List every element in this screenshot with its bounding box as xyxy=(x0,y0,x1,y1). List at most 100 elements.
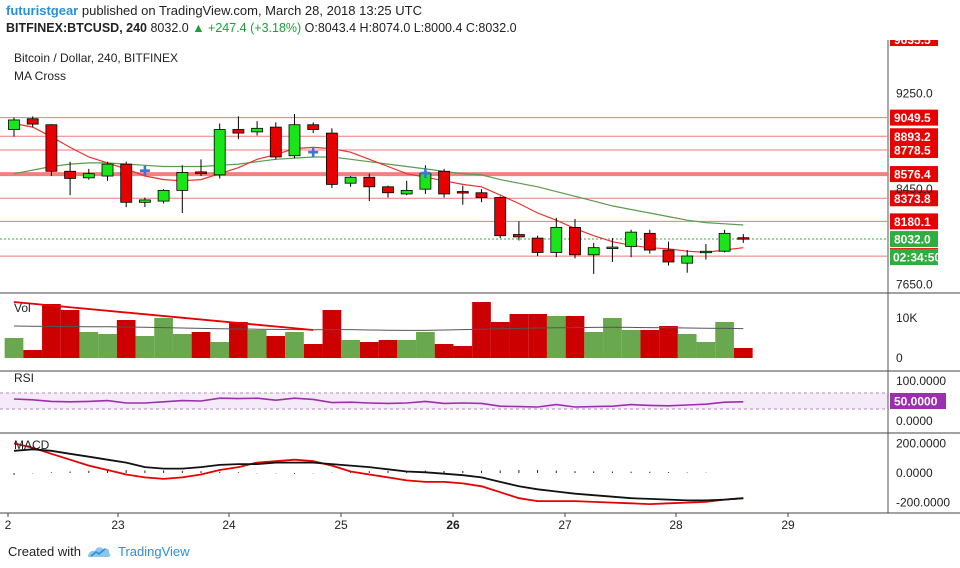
candle-up xyxy=(700,250,712,254)
level-tag-label: 8576.4 xyxy=(894,168,931,182)
volume-pane[interactable]: 10K 0 xyxy=(4,301,918,365)
candle-down xyxy=(662,249,675,263)
candle-down xyxy=(195,171,207,175)
volume-bar xyxy=(4,338,24,358)
volume-bar xyxy=(397,340,417,358)
price-change: ▲ +247.4 (+3.18%) xyxy=(192,21,302,35)
rsi-pane[interactable]: 100.0000 0.0000 50.0000 xyxy=(0,374,946,428)
publish-line: futuristgear published on TradingView.co… xyxy=(6,1,422,20)
candle-down xyxy=(737,237,750,240)
ohlc-line: BITFINEX:BTCUSD, 240 8032.0 ▲ +247.4 (+3… xyxy=(6,19,517,38)
volume-bar xyxy=(42,304,61,358)
candle-down xyxy=(569,226,581,256)
vol-tick-label: 10K xyxy=(896,311,917,325)
candle-down xyxy=(643,232,656,251)
tradingview-logo-icon xyxy=(88,547,111,557)
ma-cross-marker xyxy=(139,165,150,176)
macd-signal-line xyxy=(13,442,744,506)
candle-down xyxy=(45,124,58,172)
ma-cross-marker xyxy=(308,147,319,158)
candle-up xyxy=(251,127,264,133)
time-tick-label: 2 xyxy=(5,518,12,532)
volume-bar xyxy=(322,310,342,358)
level-tag xyxy=(890,141,938,158)
volume-bar xyxy=(266,336,286,358)
time-tick-label: 29 xyxy=(781,518,795,532)
candle-up xyxy=(625,231,637,247)
volume-bar xyxy=(23,350,43,358)
tradingview-brand[interactable]: TradingView xyxy=(86,536,190,568)
volume-bar xyxy=(341,340,360,358)
time-tick-label: 23 xyxy=(111,518,125,532)
candle-up xyxy=(82,173,95,179)
volume-bar xyxy=(229,322,248,358)
candle-up xyxy=(344,176,357,184)
volume-bar xyxy=(416,332,435,358)
candle-up xyxy=(587,247,600,256)
vol-tick-label: 0 xyxy=(896,351,903,365)
volume-bar xyxy=(490,322,510,358)
chart-frame xyxy=(0,40,960,514)
countdown-label: 02:34:50 xyxy=(893,251,941,265)
author-link[interactable]: futuristgear xyxy=(6,3,79,18)
price-pane[interactable] xyxy=(0,113,888,274)
time-tick-label: 26 xyxy=(446,518,460,532)
footer: Created with TradingView xyxy=(0,536,960,568)
created-with-text: Created with xyxy=(8,544,81,559)
candle-down xyxy=(456,191,469,194)
volume-bar xyxy=(715,322,734,358)
volume-bar xyxy=(453,346,473,358)
ohlc-values: O:8043.4 H:8074.0 L:8000.4 C:8032.0 xyxy=(304,21,517,35)
price-tick-label: 8450.0 xyxy=(896,182,933,196)
ma-fast-line xyxy=(13,122,744,254)
level-tag xyxy=(890,213,938,230)
volume-bar xyxy=(378,340,398,358)
volume-bar xyxy=(603,318,622,358)
candle-up xyxy=(213,129,226,176)
volume-ma-line xyxy=(13,325,744,331)
rsi-label: RSI xyxy=(14,371,34,385)
macd-tick-label: 200.0000 xyxy=(896,436,946,450)
candle-down xyxy=(513,234,525,238)
chart-title: Bitcoin / Dollar, 240, BITFINEX xyxy=(14,51,178,65)
rsi-tick-label: 100.0000 xyxy=(896,374,946,388)
chart-svg[interactable]: 10K 0 100.0000 0.0000 50.0000 200.0000 0.000… xyxy=(0,30,960,536)
time-axis: 2 23 24 25 26 27 28 29 xyxy=(5,513,795,532)
top-level-tag-label: 9635.5 xyxy=(894,40,931,47)
candle-down xyxy=(531,237,544,253)
level-tag xyxy=(890,128,938,145)
study-label: MA Cross xyxy=(14,69,66,83)
volume-bar xyxy=(154,318,173,358)
volume-bar xyxy=(210,342,230,358)
candle-down xyxy=(120,163,133,203)
level-tag-label: 8778.5 xyxy=(894,143,931,157)
time-tick-label: 24 xyxy=(222,518,236,532)
volume-bar xyxy=(584,332,604,358)
candle-down xyxy=(64,170,76,179)
candle-down xyxy=(325,132,338,185)
time-tick-label: 28 xyxy=(669,518,683,532)
chart-area[interactable]: 10K 0 100.0000 0.0000 50.0000 200.0000 0.000… xyxy=(0,30,960,536)
volume-bar xyxy=(191,332,211,358)
volume-bar xyxy=(172,334,192,358)
candle-down xyxy=(26,118,39,125)
level-tag-label: 8893.2 xyxy=(894,130,931,144)
volume-bar xyxy=(79,332,99,358)
macd-tick-label: -200.0000 xyxy=(896,496,950,510)
candle-down xyxy=(475,192,488,198)
volume-trendline xyxy=(13,301,314,331)
volume-bar xyxy=(60,310,80,358)
ma-cross-marker xyxy=(420,168,431,179)
level-tag xyxy=(890,109,938,126)
published-text: published on TradingView.com, March 28, … xyxy=(81,3,422,18)
macd-pane[interactable]: 200.0000 0.0000 -200.0000 xyxy=(13,436,950,510)
candle-down xyxy=(494,197,507,237)
candle-down xyxy=(232,129,245,134)
tradingview-brand-label: TradingView xyxy=(118,544,190,559)
candle-down xyxy=(269,126,282,158)
volume-bar xyxy=(565,316,585,358)
candle-up xyxy=(157,189,170,202)
symbol-label: BITFINEX:BTCUSD, 240 xyxy=(6,21,147,35)
volume-bar xyxy=(359,342,379,358)
current-price-tag xyxy=(890,231,938,248)
